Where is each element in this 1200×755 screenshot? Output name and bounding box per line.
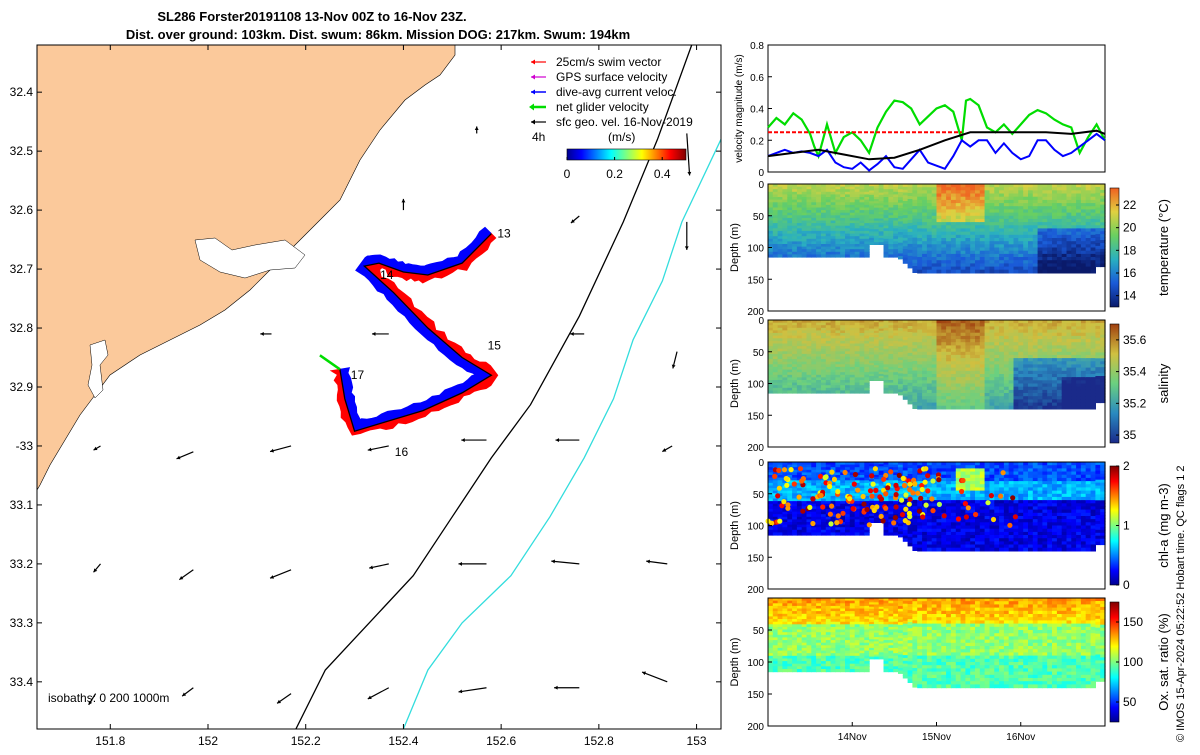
- legend-label-geo: sfc geo. vel. 16-Nov-2019: [556, 115, 693, 129]
- depth-tick-label: 200: [747, 585, 764, 596]
- colorbar-unit-label: (m/s): [608, 130, 635, 144]
- depth-tick-label: 50: [753, 490, 765, 501]
- map-x-tick-label: 152.6: [486, 734, 516, 748]
- track-map: 13 14 15 16 17 151.8 152 152.2 152.4 152.6 152.8 1…: [10, 45, 721, 748]
- isobaths-label: isobaths: 0 200 1000m: [48, 691, 169, 705]
- temperature-panel-colorbar: [1110, 188, 1119, 307]
- map-y-tick-label: -33: [16, 439, 34, 453]
- colorbar-tick-label: 0: [1123, 578, 1130, 592]
- map-y-tick-label: 32.9: [10, 380, 34, 394]
- map-y-tick-label: 32.4: [10, 85, 34, 99]
- title-line-1: SL286 Forster20191108 13-Nov 00Z to 16-N…: [157, 9, 466, 24]
- depth-tick-label: 150: [747, 411, 764, 422]
- velocity-y-tick: 0.8: [750, 41, 764, 52]
- speed-colorbar: [567, 149, 686, 160]
- depth-tick-label: 200: [747, 443, 764, 454]
- chlorophyll-panel: 0 50 100 150 200 Depth (m) 0 1 2 chl-a (mg m-3): [729, 458, 1171, 596]
- map-y-tick-label: 32.7: [10, 262, 34, 276]
- track-day-label: 16: [395, 445, 409, 459]
- legend-label-gps: GPS surface velocity: [556, 70, 667, 84]
- velocity-y-tick: 0.6: [750, 73, 764, 84]
- colorbar-tick-label: 35.4: [1123, 365, 1147, 379]
- depth-tick-label: 50: [753, 348, 765, 359]
- colorbar-label: chl-a (mg m-3): [1156, 483, 1171, 568]
- colorbar-tick-label: 14: [1123, 289, 1137, 303]
- colorbar-label: Ox. sat. ratio (%): [1156, 613, 1171, 711]
- map-y-tick-label: 33.2: [10, 557, 34, 571]
- depth-tick-label: 0: [758, 458, 764, 469]
- colorbar-tick-label: 20: [1123, 221, 1137, 235]
- map-x-tick-label: 152.4: [388, 734, 418, 748]
- colorbar-tick-label: 35.2: [1123, 396, 1147, 410]
- time-label: 4h: [532, 130, 545, 144]
- legend-label-net: net glider velocity: [556, 100, 649, 114]
- map-y-tick-label: 33.3: [10, 616, 34, 630]
- track-day-label: 17: [351, 368, 365, 382]
- map-y-tick-label: 33.1: [10, 498, 34, 512]
- map-y-tick-label: 32.8: [10, 321, 34, 335]
- velocity-y-tick: 0.2: [750, 136, 764, 147]
- depth-axis-label: Depth (m): [729, 223, 741, 272]
- depth-tick-label: 100: [747, 522, 764, 533]
- colorbar-tick-label: 1: [1123, 519, 1130, 533]
- depth-tick-label: 0: [758, 180, 764, 191]
- colorbar-tick-label: 2: [1123, 459, 1130, 473]
- colorbar-label: temperature (°C): [1156, 199, 1171, 296]
- colorbar-tick-label: 16: [1123, 266, 1137, 280]
- velocity-y-tick: 0.4: [750, 105, 764, 116]
- map-x-tick-label: 152: [198, 734, 218, 748]
- speed-colorbar-tick: 0.2: [606, 167, 623, 181]
- velocity-y-tick: 0: [758, 168, 764, 179]
- map-x-tick-label: 152.2: [291, 734, 321, 748]
- velocity-y-label: velocity magnitude (m/s): [734, 54, 745, 162]
- legend-label-current: dive-avg current veloc.: [556, 85, 677, 99]
- depth-tick-label: 100: [747, 380, 764, 391]
- track-day-label: 14: [380, 268, 394, 282]
- colorbar-tick-label: 150: [1123, 615, 1143, 629]
- footer-side-text: © IMOS 15-Apr-2024 05:22:52 Hobart time.…: [1175, 465, 1187, 742]
- speed-colorbar-tick: 0.4: [654, 167, 671, 181]
- depth-tick-label: 50: [753, 212, 765, 223]
- salinity-panel: 0 50 100 150 200 Depth (m) 35 35.2 35.4 35.6 salin…: [729, 316, 1171, 454]
- colorbar-tick-label: 50: [1123, 695, 1137, 709]
- title-line-2: Dist. over ground: 103km. Dist. swum: 86…: [126, 27, 630, 42]
- colorbar-tick-label: 35: [1123, 428, 1137, 442]
- depth-tick-label: 100: [747, 244, 764, 255]
- oxygen-panel: 50 100 150 200 Depth (m) 50 100 150 Ox. sat. rat…: [729, 598, 1171, 743]
- colorbar-tick-label: 22: [1123, 198, 1137, 212]
- legend-label-swim: 25cm/s swim vector: [556, 55, 661, 69]
- depth-tick-label: 50: [753, 626, 765, 637]
- time-tick-label: 16Nov: [1006, 732, 1035, 743]
- colorbar-tick-label: 18: [1123, 243, 1137, 257]
- depth-axis-label: Depth (m): [729, 359, 741, 408]
- depth-tick-label: 100: [747, 658, 764, 669]
- track-day-label: 15: [488, 339, 502, 353]
- map-x-tick-label: 153: [687, 734, 707, 748]
- colorbar-label: salinity: [1156, 363, 1171, 403]
- depth-axis-label: Depth (m): [729, 501, 741, 550]
- map-x-tick-label: 152.8: [584, 734, 614, 748]
- map-y-tick-label: 32.5: [10, 144, 34, 158]
- track-day-label: 13: [497, 227, 511, 241]
- map-y-tick-label: 33.4: [10, 675, 34, 689]
- map-x-tick-label: 151.8: [95, 734, 125, 748]
- time-tick-label: 14Nov: [838, 732, 867, 743]
- speed-colorbar-tick: 0: [564, 167, 571, 181]
- depth-tick-label: 200: [747, 722, 764, 733]
- map-y-tick-label: 32.6: [10, 203, 34, 217]
- depth-tick-label: 150: [747, 553, 764, 564]
- colorbar-tick-label: 35.6: [1123, 333, 1147, 347]
- depth-tick-label: 150: [747, 275, 764, 286]
- velocity-panel: 0 0.2 0.4 0.6 0.8 velocity magnitude (m/s): [734, 41, 1105, 179]
- colorbar-tick-label: 100: [1123, 655, 1143, 669]
- salinity-panel-colorbar: [1110, 324, 1119, 443]
- depth-tick-label: 150: [747, 690, 764, 701]
- legend-geo: sfc geo. vel. 16-Nov-2019: [531, 115, 693, 129]
- time-tick-label: 15Nov: [922, 732, 951, 743]
- depth-axis-label: Depth (m): [729, 638, 741, 687]
- depth-tick-label: 0: [758, 316, 764, 327]
